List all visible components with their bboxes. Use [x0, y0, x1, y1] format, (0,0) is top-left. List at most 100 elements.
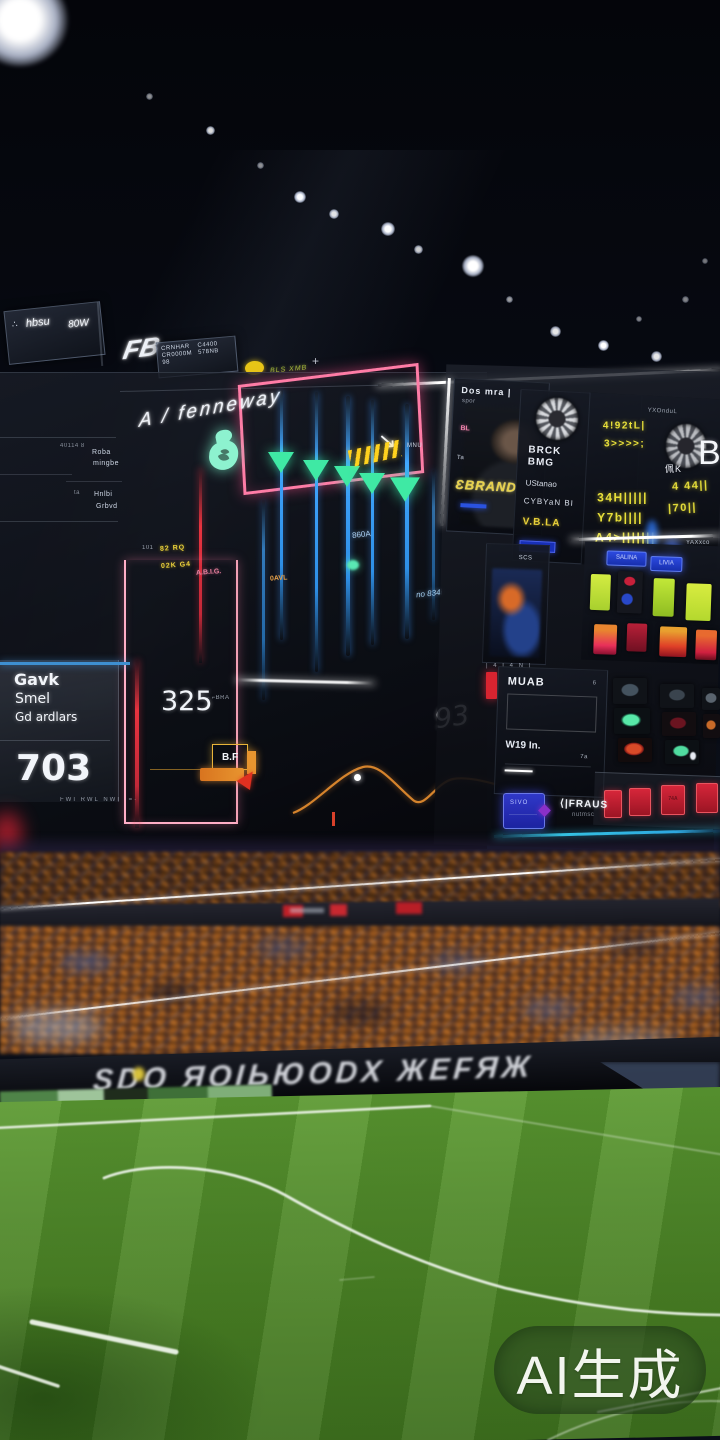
stats-note: YXOnduL: [647, 407, 678, 416]
marker-triangle-icon: [390, 477, 420, 502]
legend-rule: [0, 474, 72, 475]
presenter-header: Dos mra |: [461, 385, 512, 398]
club-line: UStanao: [525, 478, 558, 489]
club-highlight: V.B.LA: [522, 516, 561, 530]
club-line: BMG: [527, 456, 555, 469]
floodlight: [146, 93, 153, 100]
tiles-panel: SALINA LIVIA: [580, 541, 720, 665]
legend-label: mingbe: [93, 460, 119, 467]
info-line: 578NB: [197, 348, 220, 356]
banner-red: [396, 902, 422, 914]
crowd-patch: [520, 998, 578, 1020]
tile-chip[interactable]: LIVIA: [650, 555, 683, 573]
pitch-lines: [0, 1104, 720, 1440]
media-tile[interactable]: [652, 578, 675, 617]
crowd-patch: [672, 986, 720, 1008]
status-tile[interactable]: [613, 678, 647, 704]
drop-line: [346, 396, 350, 656]
red-button[interactable]: [629, 788, 651, 816]
floodlight: [636, 316, 642, 322]
legend-label: Roba: [92, 449, 111, 456]
legend-tick: 40114 8: [60, 443, 85, 449]
red-button[interactable]: [604, 790, 622, 818]
media-column: SCS: [481, 542, 551, 666]
fraus-label: ⟨|FRAUS: [559, 798, 609, 811]
media-thumbnail[interactable]: [489, 568, 543, 658]
tile-chip-label: LIVIA: [658, 560, 674, 567]
floodlight: [206, 126, 215, 135]
form-line: W19 In.: [505, 739, 541, 752]
legend-tick: ta: [74, 490, 81, 496]
floodlight: [294, 191, 306, 203]
media-label: SCS: [518, 555, 533, 562]
side-row: |70||: [667, 501, 698, 515]
floodlight: [651, 351, 662, 362]
presenter-tag: BL: [460, 425, 470, 433]
value-325: 325: [161, 686, 213, 717]
form-rule: [504, 763, 591, 768]
status-tile[interactable]: [660, 684, 694, 708]
red-button[interactable]: 74A: [661, 785, 685, 815]
banner-light: [290, 908, 324, 913]
brand-logo-text: ƐBRAND: [455, 476, 518, 496]
status-tile[interactable]: [662, 712, 696, 736]
flare-cross-icon: +: [312, 354, 320, 368]
bf-chip[interactable]: B.F: [212, 744, 248, 770]
form-underline: [504, 769, 533, 773]
chart-tick-label: 101: [142, 545, 154, 551]
floodlight-glow: [0, 0, 68, 66]
orange-bar: [200, 768, 244, 781]
big-letter-b: B: [698, 434, 720, 472]
legend-rule: [66, 481, 122, 482]
status-tile[interactable]: [614, 708, 650, 734]
crowd-patch: [256, 938, 310, 958]
side-glyph: 佩K: [665, 464, 683, 474]
crowd-patch: [330, 1002, 390, 1024]
floodlight: [702, 258, 708, 264]
media-tile[interactable]: [593, 624, 618, 655]
media-tile[interactable]: [695, 629, 718, 661]
chip-rule: [150, 769, 212, 770]
blue-button-rule: [509, 814, 537, 815]
media-tile[interactable]: [626, 623, 648, 652]
red-drop-line: [199, 468, 202, 663]
media-tile[interactable]: [589, 573, 611, 611]
tile-chip[interactable]: SALINA: [606, 550, 647, 567]
form-field[interactable]: [506, 693, 598, 733]
floodlight: [462, 255, 484, 277]
pitch-shadow: [0, 1230, 430, 1440]
marker-triangle-icon: [334, 466, 360, 487]
floodlight: [506, 296, 513, 303]
floodlight: [381, 222, 395, 236]
marker-dot: [347, 560, 359, 570]
banner-red: [330, 904, 347, 916]
curve-dot: [354, 774, 361, 781]
club-crest-icon: [534, 396, 580, 441]
bird-icon: [209, 429, 239, 470]
red-button[interactable]: [696, 783, 718, 813]
status-tile[interactable]: [703, 714, 720, 738]
stat-line: Gavk: [14, 670, 59, 689]
legend-rule: [0, 437, 116, 438]
media-tile[interactable]: [659, 626, 688, 658]
red-tick: [332, 812, 335, 826]
topbar-search-box[interactable]: ∴ hbsu 80W: [3, 301, 106, 365]
red-frame-line: [135, 660, 139, 828]
barcode-strip-text: | 4 I 4 N |: [486, 663, 533, 669]
topbar-box-value: 80W: [67, 317, 90, 331]
floodlight: [598, 340, 609, 351]
blue-button[interactable]: SIVO: [503, 793, 545, 829]
status-tile[interactable]: [702, 688, 720, 710]
crowd-patch: [60, 952, 112, 972]
status-tile[interactable]: [618, 738, 652, 762]
media-tile[interactable]: [616, 570, 644, 614]
stat-card-accent: [0, 662, 130, 665]
panel-footer-text: FWI RWL NWI ·=·: [60, 797, 139, 803]
red-button-mark: 74A: [668, 796, 678, 802]
stat-line: Gd ardlars: [15, 710, 78, 724]
info-col-1: CRNHAR CR0000M 98: [161, 343, 194, 374]
side-crest-icon: [666, 424, 706, 468]
stat-divider: [0, 740, 110, 741]
media-tile[interactable]: [685, 583, 712, 622]
